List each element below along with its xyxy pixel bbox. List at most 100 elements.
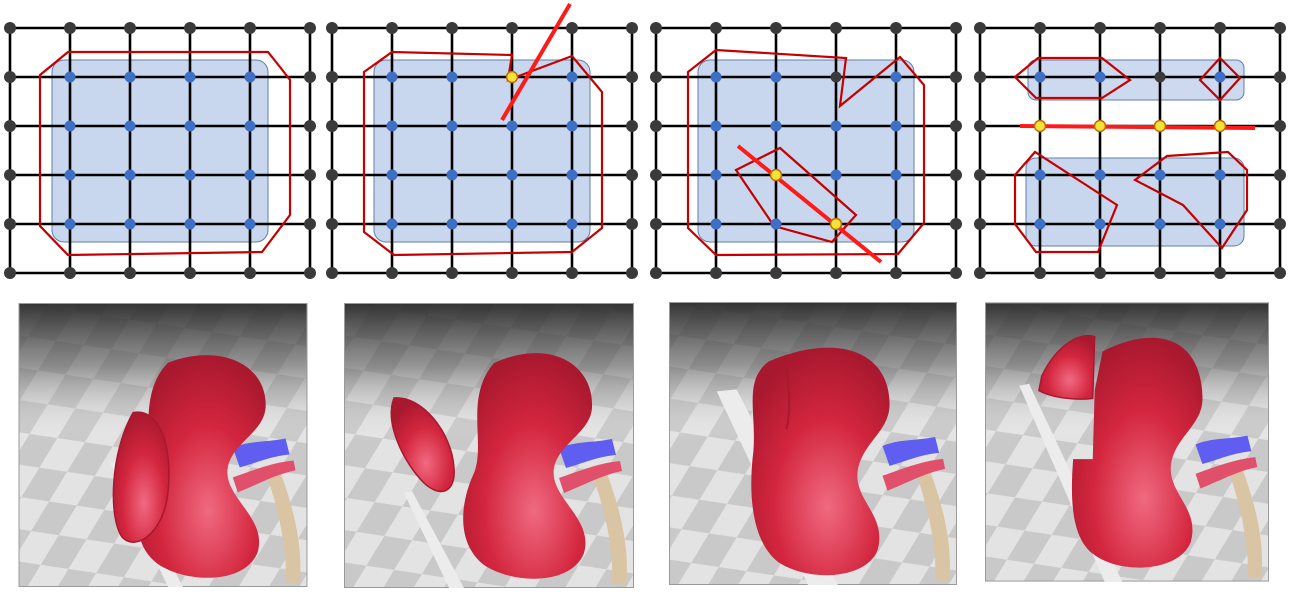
kidney-body — [137, 355, 266, 578]
ureter — [915, 468, 950, 583]
grid-node-interior — [566, 169, 578, 181]
grid-node — [950, 22, 962, 34]
grid-panels — [4, 2, 1286, 279]
render-frame — [344, 303, 634, 588]
grid-node-interior — [506, 218, 518, 230]
kidney-body — [751, 347, 890, 576]
grid-node-interior — [1214, 71, 1226, 83]
grid-node — [626, 169, 638, 181]
grid-node — [626, 22, 638, 34]
grid-node-interior — [710, 71, 722, 83]
grid-node — [626, 71, 638, 83]
grid-node — [950, 218, 962, 230]
grid-node-interior — [446, 218, 458, 230]
grid-node — [304, 120, 316, 132]
region-lower — [1025, 157, 1245, 247]
grid-node-interior — [710, 169, 722, 181]
boundary-path — [1013, 56, 1132, 100]
grid-node-interior — [446, 169, 458, 181]
grid-node — [950, 267, 962, 279]
grid-node — [184, 267, 196, 279]
ureter — [592, 471, 627, 585]
boundary-path — [38, 50, 292, 257]
grid-node — [244, 267, 256, 279]
grid-node-interior — [64, 71, 76, 83]
grid-node — [326, 218, 338, 230]
render-panel-1 — [18, 303, 308, 587]
grid-node — [1274, 267, 1286, 279]
grid-node-interior — [184, 120, 196, 132]
grid-node — [650, 22, 662, 34]
grid-node — [184, 22, 196, 34]
grid-node — [1214, 22, 1226, 34]
grid-node-interior — [890, 169, 902, 181]
grid-node — [304, 169, 316, 181]
grid-node — [770, 267, 782, 279]
grid-node-interior — [770, 218, 782, 230]
grid-node — [326, 22, 338, 34]
grid-node — [326, 169, 338, 181]
detached-slice — [390, 397, 455, 493]
renal-artery — [882, 458, 946, 491]
grid-node — [124, 22, 136, 34]
render-panel-3 — [669, 302, 957, 585]
grid-node-interior — [64, 218, 76, 230]
grid-node-cut — [829, 217, 843, 231]
grid-node — [950, 71, 962, 83]
grid-node-interior — [1154, 218, 1166, 230]
grid-node — [626, 120, 638, 132]
cut-line — [500, 2, 572, 122]
region-upper — [1027, 59, 1245, 101]
grid-node — [974, 71, 986, 83]
boundary-path — [1198, 56, 1242, 102]
region — [373, 59, 591, 243]
grid-panel-separated — [974, 22, 1286, 279]
renal-artery — [559, 461, 622, 493]
grid-node — [650, 218, 662, 230]
grid-node-interior — [64, 120, 76, 132]
boundary-path — [734, 146, 858, 244]
grid-node — [1094, 267, 1106, 279]
cut-line — [736, 144, 883, 264]
grid-node-interior — [890, 218, 902, 230]
grid-node-interior — [184, 169, 196, 181]
ureter — [1227, 466, 1263, 579]
grid-node-interior — [710, 120, 722, 132]
cutting-blade — [404, 491, 464, 588]
grid-node — [650, 120, 662, 132]
grid-node-interior — [244, 120, 256, 132]
grid-node — [244, 22, 256, 34]
grid-node — [770, 22, 782, 34]
grid-node — [1214, 267, 1226, 279]
grid-node — [710, 22, 722, 34]
grid-node-interior — [386, 120, 398, 132]
grid-node — [4, 218, 16, 230]
grid-node-interior — [386, 169, 398, 181]
grid-node — [1154, 267, 1166, 279]
render-frame — [18, 303, 308, 587]
grid-node — [446, 22, 458, 34]
grid-node — [506, 22, 518, 34]
removed-piece — [1038, 334, 1096, 400]
renal-vein — [1195, 435, 1252, 465]
grid-node — [326, 71, 338, 83]
grid-node-interior — [830, 120, 842, 132]
grid-node-interior — [770, 120, 782, 132]
grid-node — [1274, 120, 1286, 132]
grid-node — [446, 267, 458, 279]
grid-node — [304, 71, 316, 83]
grid-node — [1274, 218, 1286, 230]
grid-node-interior — [1094, 169, 1106, 181]
region — [51, 59, 269, 243]
renal-artery — [1195, 457, 1258, 489]
kidney-slice — [112, 411, 170, 543]
grid-node — [4, 267, 16, 279]
grid-node-interior — [124, 169, 136, 181]
grid-node — [974, 22, 986, 34]
grid-node — [1094, 22, 1106, 34]
renal-vein — [882, 437, 940, 466]
grid-node — [1274, 22, 1286, 34]
renal-artery — [232, 460, 296, 493]
grid-node — [506, 267, 518, 279]
grid-node — [974, 218, 986, 230]
